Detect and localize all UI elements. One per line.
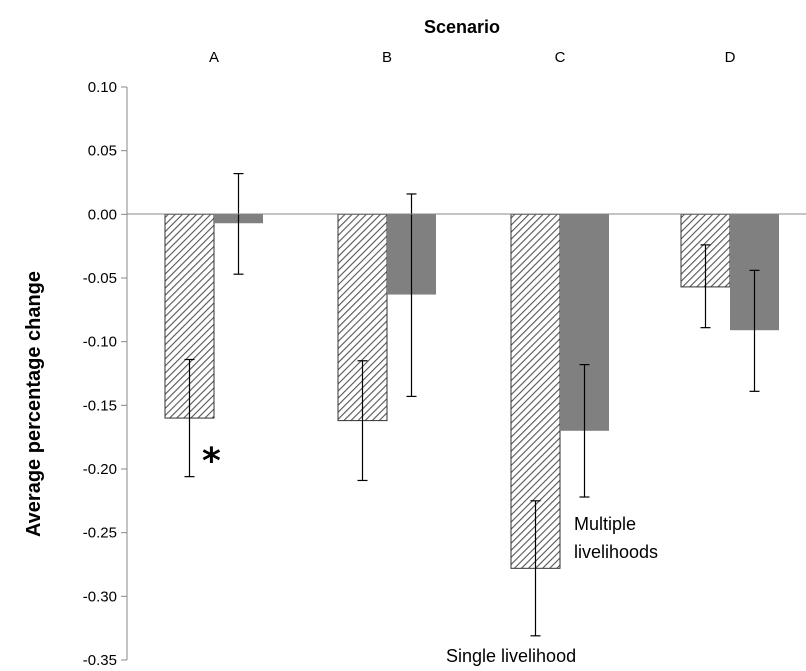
category-label: B: [382, 49, 392, 66]
y-tick-label: -0.20: [83, 461, 117, 478]
y-tick-label: 0.05: [88, 143, 117, 160]
annotation-multiple-line1: Multiple: [574, 514, 636, 534]
y-tick-label: -0.10: [83, 334, 117, 351]
significance-marker: *: [202, 441, 221, 482]
bars: [164, 213, 779, 569]
y-axis-label: Average percentage change: [23, 271, 45, 537]
chart-title: Scenario: [424, 17, 500, 37]
y-tick-label: 0.10: [88, 79, 117, 96]
category-label: C: [555, 49, 566, 66]
y-tick-label: -0.15: [83, 397, 117, 414]
annotation-single: Single livelihood: [446, 646, 576, 666]
category-labels: A B C D: [209, 49, 736, 66]
y-tick-label: -0.35: [83, 652, 117, 669]
y-tick-label: -0.25: [83, 525, 117, 542]
error-bars: [184, 172, 760, 637]
y-tick-label: -0.30: [83, 588, 117, 605]
category-label: D: [725, 49, 736, 66]
y-axis-ticks: 0.10 0.05 0.00 -0.05 -0.10 -0.15 -0.20 -0.25 -0.…: [83, 79, 127, 669]
category-label: A: [209, 49, 219, 66]
annotation-multiple-line2: livelihoods: [574, 542, 658, 562]
y-tick-label: -0.05: [83, 270, 117, 287]
y-tick-label: 0.00: [88, 206, 117, 223]
